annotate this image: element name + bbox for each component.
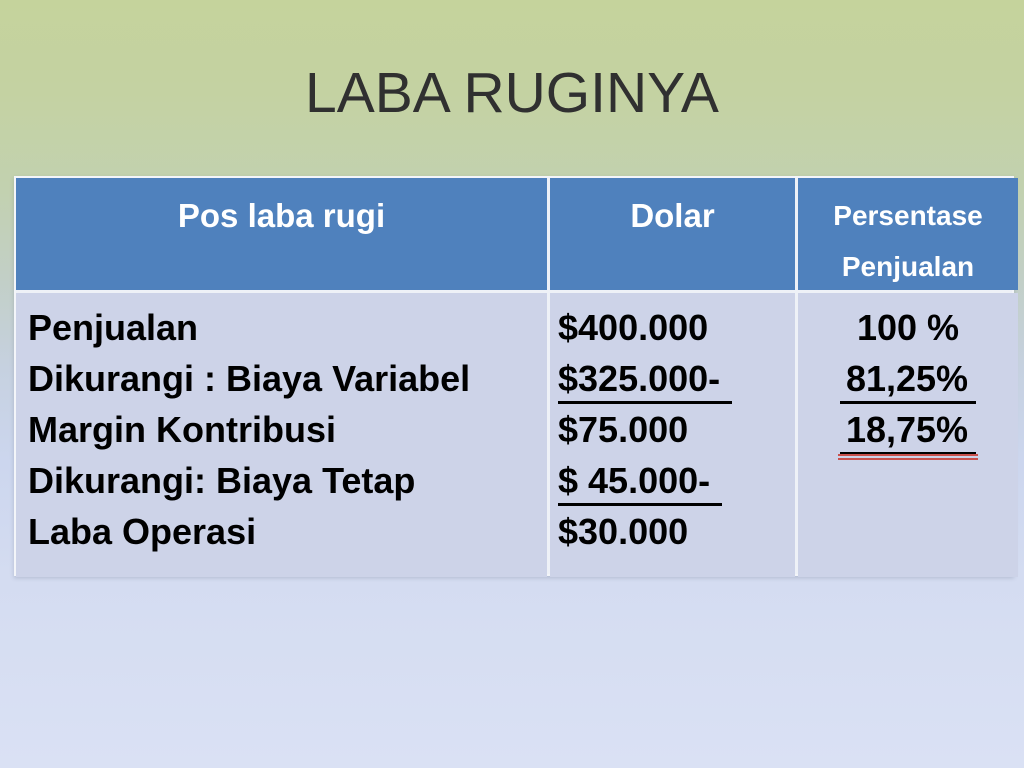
column-header-label: Pos laba rugi bbox=[177, 197, 386, 234]
dolar-value: $75.000 bbox=[558, 404, 795, 455]
row-label: Penjualan bbox=[28, 302, 547, 353]
dolar-value-text: $ 45.000- bbox=[558, 460, 723, 506]
column-header-dolar: Dolar bbox=[550, 178, 795, 290]
dolar-value-text: $325.000- bbox=[558, 358, 733, 404]
row-label-text: Penjualan bbox=[28, 307, 199, 348]
column-header-persentase-penjualan: Persentase Penjualan bbox=[798, 178, 1018, 290]
dolar-value: $ 45.000- bbox=[558, 455, 795, 506]
dolar-value: $400.000 bbox=[558, 302, 795, 353]
items-cell: Penjualan Dikurangi : Biaya Variabel Mar… bbox=[16, 293, 547, 577]
dolar-value: $325.000- bbox=[558, 353, 795, 404]
persentase-value-text: 100 % bbox=[856, 307, 960, 348]
column-header-pos-laba-rugi: Pos laba rugi bbox=[16, 178, 547, 290]
row-label: Dikurangi : Biaya Variabel bbox=[28, 353, 547, 404]
row-label-text: Dikurangi : Biaya Variabel bbox=[28, 358, 471, 399]
column-header-label: Dolar bbox=[630, 197, 715, 234]
persentase-value-text: 81,25% bbox=[839, 358, 977, 404]
dolar-value-text: $30.000 bbox=[558, 511, 689, 552]
persentase-value: 81,25% bbox=[798, 353, 1018, 404]
row-label: Laba Operasi bbox=[28, 506, 547, 557]
row-label: Dikurangi: Biaya Tetap bbox=[28, 455, 547, 506]
slide-title: LABA RUGINYA bbox=[305, 61, 719, 125]
persentase-value: 100 % bbox=[798, 302, 1018, 353]
persentase-values-cell: 100 % 81,25% 18,75% bbox=[798, 293, 1018, 577]
row-label: Margin Kontribusi bbox=[28, 404, 547, 455]
persentase-value: 18,75% bbox=[798, 404, 1018, 460]
persentase-value-text: 18,75% bbox=[837, 409, 979, 460]
column-header-label-line: Persentase bbox=[833, 200, 983, 231]
income-statement-table: Pos laba rugi Dolar Persentase Penjualan… bbox=[14, 176, 1018, 577]
row-label-text: Laba Operasi bbox=[28, 511, 257, 552]
dolar-values-cell: $400.000 $325.000- $75.000 $ 45.000- $30… bbox=[550, 293, 795, 577]
dolar-value-text: $75.000 bbox=[558, 409, 689, 450]
row-label-text: Dikurangi: Biaya Tetap bbox=[28, 460, 416, 501]
dolar-value: $30.000 bbox=[558, 506, 795, 557]
dolar-value-text: $400.000 bbox=[558, 307, 709, 348]
row-label-text: Margin Kontribusi bbox=[28, 409, 336, 450]
column-header-label-line: Penjualan bbox=[841, 251, 975, 282]
